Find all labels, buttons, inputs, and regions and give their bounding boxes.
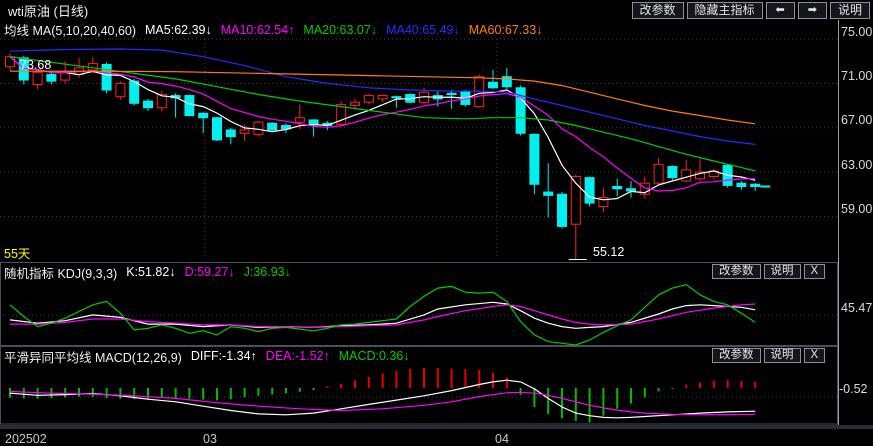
kdj-help-button[interactable]: 说明 bbox=[763, 264, 801, 279]
date-axis-label: 03 bbox=[203, 432, 217, 446]
axis-tick-label: 59.00 bbox=[841, 201, 873, 216]
ma-header: 均线 MA(5,10,20,40,60) MA5:62.39↓ MA10:62.… bbox=[0, 21, 543, 39]
title-bar-buttons: 改参数 隐藏主指标 ⬅ ➡ 说明 bbox=[631, 1, 873, 19]
kdj-buttons: 改参数 说明 X bbox=[712, 264, 826, 279]
macd-diff-value: DIFF:-1.34↑ bbox=[190, 349, 257, 363]
macd-help-button[interactable]: 说明 bbox=[763, 348, 801, 363]
ma40-value: MA40:65.49↓ bbox=[386, 22, 460, 37]
ma60-value: MA60:67.33↓ bbox=[468, 22, 543, 37]
axis-tick-label: 45.47 bbox=[841, 300, 873, 315]
kdj-close-button[interactable]: X bbox=[803, 264, 826, 279]
arrow-left-icon[interactable]: ⬅ bbox=[765, 1, 795, 19]
kdj-change-params-button[interactable]: 改参数 bbox=[712, 264, 761, 279]
ma20-value: MA20:63.07↓ bbox=[303, 22, 378, 37]
visible-days-label: 55天 bbox=[4, 247, 31, 261]
macd-macd-value: MACD:0.36↓ bbox=[338, 349, 410, 363]
macd-change-params-button[interactable]: 改参数 bbox=[712, 348, 761, 363]
axis-tick-label: 71.00 bbox=[841, 68, 873, 83]
help-button[interactable]: 说明 bbox=[829, 1, 870, 19]
instrument-title: wti原油 (日线) bbox=[8, 3, 89, 19]
low-price-annotation: 55.12 bbox=[593, 245, 625, 259]
high-price-annotation: 73.68 bbox=[20, 58, 52, 72]
date-axis-label: 04 bbox=[495, 432, 509, 446]
axis-tick-label: 63.00 bbox=[841, 157, 873, 172]
macd-close-button[interactable]: X bbox=[803, 348, 826, 363]
macd-dea-value: DEA:-1.52↑ bbox=[265, 349, 330, 363]
axis-tick-label: 67.00 bbox=[841, 113, 873, 128]
kdj-params-label: 随机指标 KDJ(9,3,3) bbox=[4, 266, 118, 281]
macd-params-label: 平滑异同平均线 MACD(12,26,9) bbox=[4, 350, 182, 365]
macd-header: 平滑异同平均线 MACD(12,26,9) DIFF:-1.34↑ DEA:-1… bbox=[4, 348, 410, 365]
ma10-value: MA10:62.54↑ bbox=[220, 22, 295, 37]
kdj-d-value: D:59.27↓ bbox=[184, 265, 235, 279]
macd-buttons: 改参数 说明 X bbox=[712, 348, 826, 363]
axis-tick-label: 75.00 bbox=[841, 24, 873, 39]
date-axis-label: 202502 bbox=[5, 432, 47, 446]
ma-params-label: 均线 MA(5,10,20,40,60) bbox=[4, 24, 137, 38]
arrow-right-icon[interactable]: ➡ bbox=[797, 1, 827, 19]
date-axis-bar: 202502 03 04 bbox=[0, 425, 873, 446]
axis-tick-label: -0.52 bbox=[839, 382, 868, 397]
hide-main-indicator-button[interactable]: 隐藏主指标 bbox=[686, 1, 763, 19]
ma5-value: MA5:62.39↓ bbox=[145, 22, 212, 37]
change-params-button[interactable]: 改参数 bbox=[631, 1, 684, 19]
kdj-header: 随机指标 KDJ(9,3,3) K:51.82↓ D:59.27↓ J:36.9… bbox=[4, 264, 291, 281]
title-bar: wti原油 (日线) 改参数 隐藏主指标 ⬅ ➡ 说明 bbox=[0, 0, 873, 20]
kdj-j-value: J:36.93↓ bbox=[243, 265, 291, 279]
kdj-k-value: K:51.82↓ bbox=[126, 265, 176, 279]
